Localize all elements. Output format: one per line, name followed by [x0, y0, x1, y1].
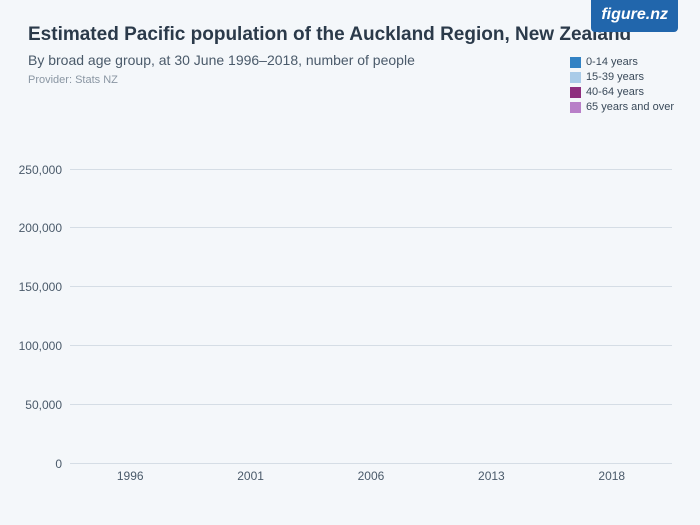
chart-area: 050,000100,000150,000200,000250,000 1996… — [70, 145, 672, 485]
legend-label: 15-39 years — [586, 71, 644, 83]
x-axis: 1996 2001 2006 2013 2018 — [70, 463, 672, 485]
x-tick-label: 1996 — [85, 463, 175, 485]
y-tick-label: 200,000 — [19, 221, 62, 235]
legend-item: 65 years and over — [570, 101, 674, 113]
grid-line: 100,000 — [70, 345, 672, 346]
y-tick-label: 50,000 — [25, 398, 62, 412]
grid-line: 250,000 — [70, 169, 672, 170]
brand-logo: figure.nz — [591, 0, 678, 32]
legend-swatch — [570, 102, 581, 113]
chart-legend: 0-14 years 15-39 years 40-64 years 65 years… — [570, 56, 674, 116]
bars-container — [70, 145, 672, 463]
legend-item: 15-39 years — [570, 71, 674, 83]
x-tick-label: 2006 — [326, 463, 416, 485]
legend-item: 0-14 years — [570, 56, 674, 68]
plot-area: 050,000100,000150,000200,000250,000 — [70, 145, 672, 463]
y-tick-label: 100,000 — [19, 339, 62, 353]
legend-label: 65 years and over — [586, 101, 674, 113]
legend-swatch — [570, 72, 581, 83]
legend-label: 40-64 years — [586, 86, 644, 98]
y-tick-label: 250,000 — [19, 163, 62, 177]
chart-title: Estimated Pacific population of the Auck… — [28, 24, 672, 46]
legend-label: 0-14 years — [586, 56, 638, 68]
x-tick-label: 2001 — [205, 463, 295, 485]
grid-line: 50,000 — [70, 404, 672, 405]
grid-line: 200,000 — [70, 227, 672, 228]
legend-swatch — [570, 87, 581, 98]
x-tick-label: 2018 — [567, 463, 657, 485]
legend-item: 40-64 years — [570, 86, 674, 98]
y-tick-label: 0 — [55, 457, 62, 471]
legend-swatch — [570, 57, 581, 68]
y-tick-label: 150,000 — [19, 280, 62, 294]
grid-line: 150,000 — [70, 286, 672, 287]
x-tick-label: 2013 — [446, 463, 536, 485]
